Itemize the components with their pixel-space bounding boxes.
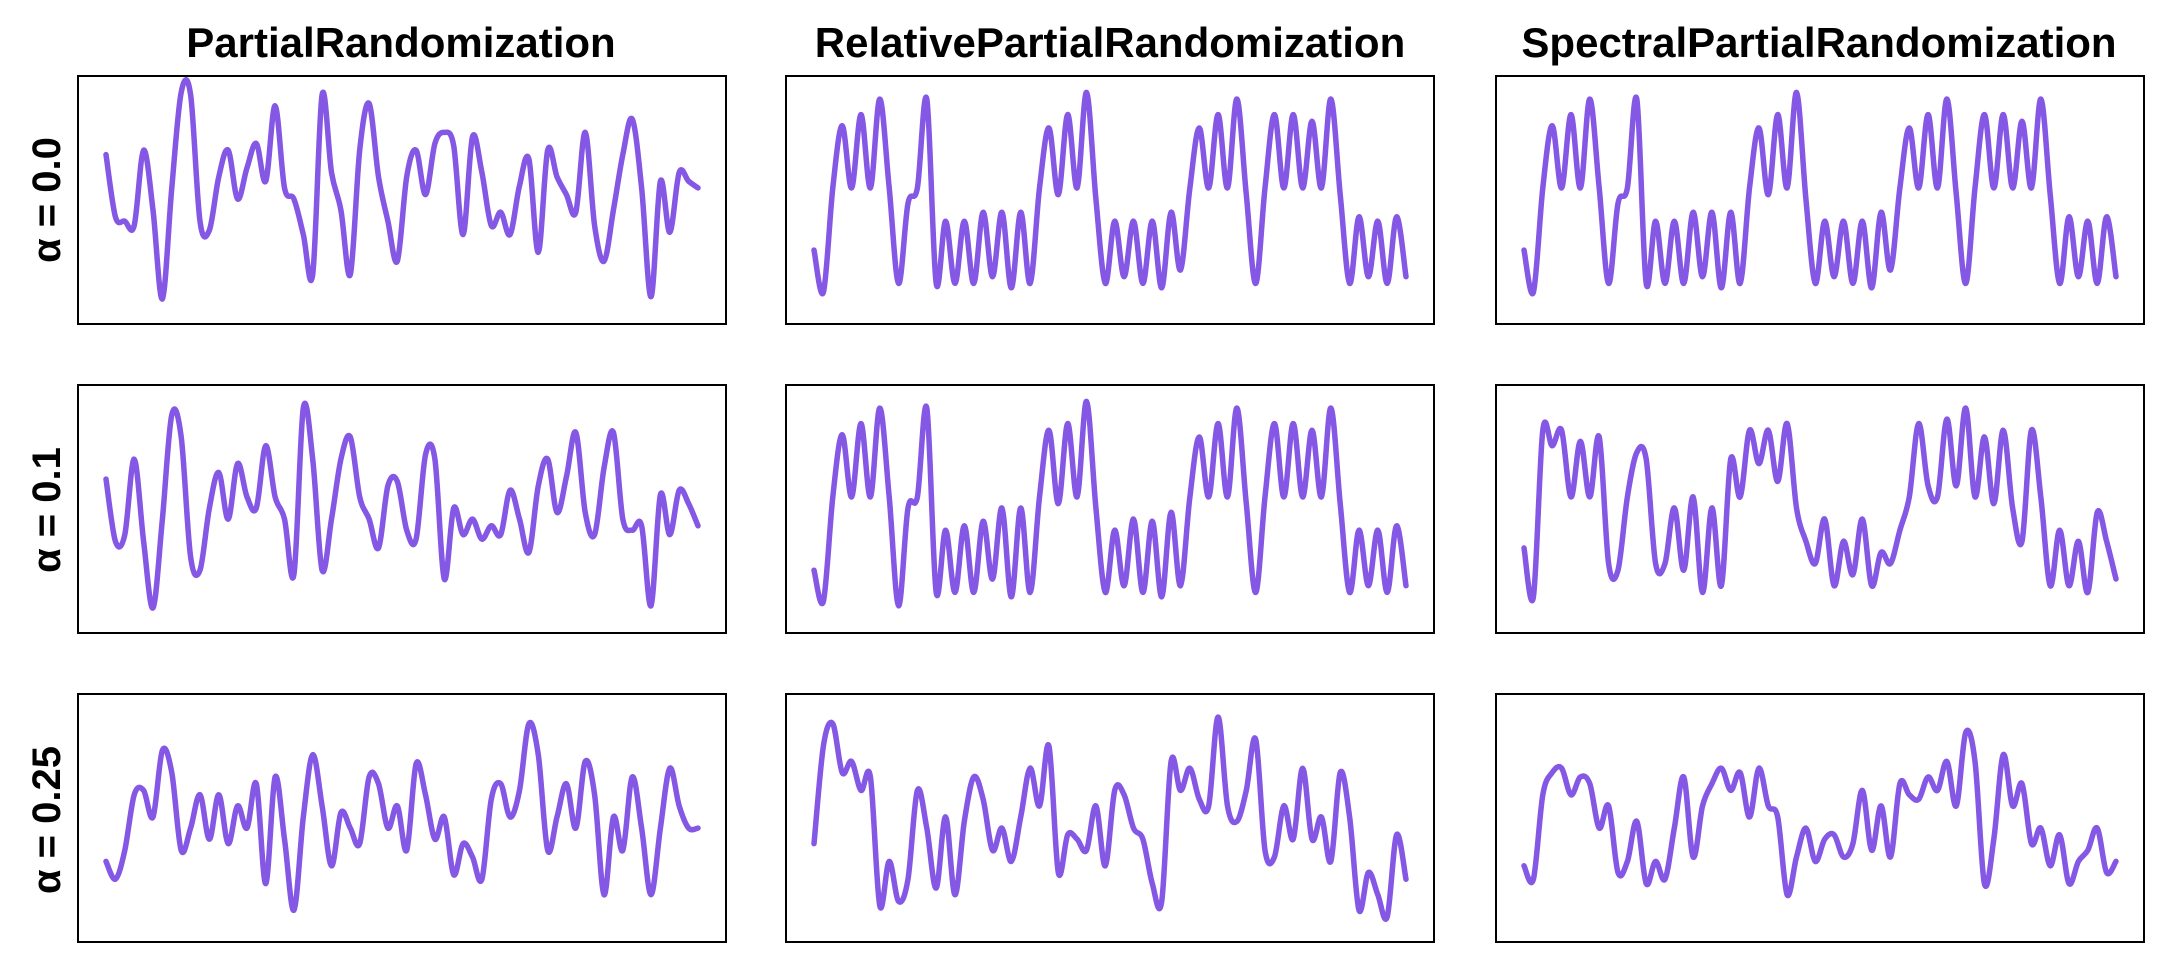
panel-frame bbox=[1495, 693, 2145, 943]
series-line bbox=[103, 400, 701, 611]
panel-r2-relative bbox=[785, 693, 1435, 943]
panel-r0-partial bbox=[77, 75, 727, 325]
series-line bbox=[1521, 405, 2119, 604]
row-label-alpha-0: α = 0.0 bbox=[25, 137, 69, 263]
panel-frame bbox=[785, 693, 1435, 943]
series-line bbox=[103, 719, 701, 913]
panel-frame bbox=[1495, 75, 2145, 325]
column-title-partial-randomization: PartialRandomization bbox=[186, 19, 615, 66]
panel-r0-relative bbox=[785, 75, 1435, 325]
series-line bbox=[811, 89, 1409, 297]
panel-frame bbox=[77, 75, 727, 325]
panel-r1-spectral bbox=[1495, 384, 2145, 634]
series-line bbox=[811, 714, 1409, 922]
panel-frame bbox=[77, 384, 727, 634]
column-title-relative-partial-randomization: RelativePartialRandomization bbox=[815, 19, 1405, 66]
series-line bbox=[811, 398, 1409, 609]
panels-layer bbox=[77, 75, 2145, 943]
panel-r2-spectral bbox=[1495, 693, 2145, 943]
series-line bbox=[103, 76, 701, 302]
column-title-spectral-partial-randomization: SpectralPartialRandomization bbox=[1521, 19, 2116, 66]
panel-r1-relative bbox=[785, 384, 1435, 634]
panel-r0-spectral bbox=[1495, 75, 2145, 325]
panel-r2-partial bbox=[77, 693, 727, 943]
series-line bbox=[1521, 89, 2119, 297]
row-label-alpha-0-1: α = 0.1 bbox=[25, 447, 69, 573]
panel-frame bbox=[1495, 384, 2145, 634]
row-label-alpha-0-25: α = 0.25 bbox=[25, 746, 69, 894]
panel-frame bbox=[785, 384, 1435, 634]
panel-frame bbox=[785, 75, 1435, 325]
series-line bbox=[1521, 727, 2119, 899]
panel-frame bbox=[77, 693, 727, 943]
panel-r1-partial bbox=[77, 384, 727, 634]
